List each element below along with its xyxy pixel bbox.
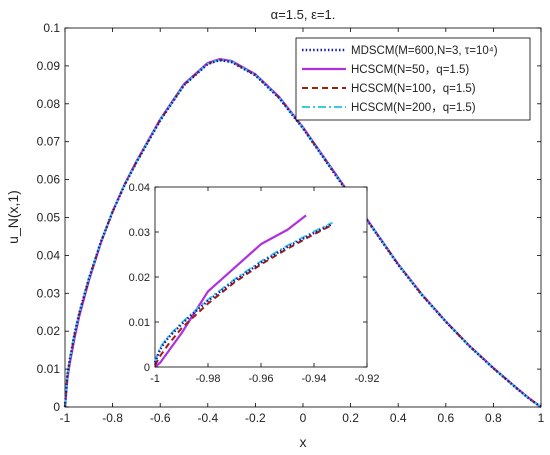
legend-label-0: MDSCM(M=600,N=3, τ=10⁴)	[351, 45, 498, 57]
inset-x-tick-label: -0.92	[354, 373, 379, 385]
x-tick-label: -0.8	[102, 411, 123, 425]
inset-x-tick-label: -1	[150, 373, 160, 385]
inset-plot-area	[154, 186, 368, 368]
inset-series-line-0	[153, 222, 334, 363]
y-tick-label: 0.03	[37, 286, 61, 300]
inset-series-line-2	[154, 223, 334, 366]
inset-y-tick-label: 0.03	[129, 227, 150, 239]
legend-label-1: HCSCM(N=50，q=1.5)	[351, 64, 469, 76]
legend: MDSCM(M=600,N=3, τ=10⁴) HCSCM(N=50，q=1.5)…	[295, 37, 531, 121]
legend-items: MDSCM(M=600,N=3, τ=10⁴) HCSCM(N=50，q=1.5)…	[302, 45, 498, 114]
y-tick-label: 0.04	[37, 248, 61, 262]
inset-chart: -1 -0.98 -0.96 -0.94 -0.92 0 0.01 0.02 0.03 0.04	[129, 182, 380, 385]
series-layer	[63, 57, 542, 408]
x-axis-label: x	[300, 434, 307, 450]
x-tick-label: -0.2	[245, 411, 266, 425]
inset-axis-ticks: -1 -0.98 -0.96 -0.94 -0.92 0 0.01 0.02 0.03 0.04	[129, 182, 380, 385]
inset-x-tick-label: -0.96	[248, 373, 273, 385]
y-tick-label: 0	[53, 400, 60, 414]
inset-x-tick-label: -0.98	[195, 373, 220, 385]
x-tick-label: -0.6	[150, 411, 171, 425]
y-tick-label: 0.01	[37, 362, 61, 376]
y-tick-label: 0.05	[37, 211, 61, 225]
x-tick-label: 0.8	[485, 411, 502, 425]
inset-y-tick-label: 0	[144, 362, 150, 374]
x-tick-label: 0.4	[390, 411, 407, 425]
y-tick-label: 0.06	[37, 173, 61, 187]
legend-label-2: HCSCM(N=100，q=1.5)	[351, 83, 476, 95]
inset-x-tick-label: -0.94	[301, 373, 326, 385]
inset-series-line-1	[154, 214, 307, 368]
x-tick-label: 0.6	[437, 411, 454, 425]
y-tick-label: 0.02	[37, 324, 61, 338]
y-tick-label: 0.1	[43, 21, 60, 35]
axis-ticks: -1 -0.8 -0.6 -0.4 -0.2 0 0.2 0.4 0.6 0.8 1 0 0.01 0.0…	[37, 21, 545, 425]
chart-title: α=1.5, ε=1.	[271, 7, 336, 22]
x-tick-label: 0	[300, 411, 307, 425]
x-tick-label: -1	[60, 411, 71, 425]
x-tick-label: -0.4	[197, 411, 218, 425]
inset-y-tick-label: 0.02	[129, 272, 150, 284]
y-tick-label: 0.08	[37, 97, 61, 111]
inset-series-line-3	[154, 221, 333, 362]
inset-series-layer	[153, 214, 334, 368]
series-line-0	[63, 59, 542, 408]
y-tick-label: 0.09	[37, 59, 61, 73]
y-axis-label: u_N(x,1)	[5, 190, 21, 244]
inset-y-tick-label: 0.01	[129, 317, 150, 329]
inset-y-tick-label: 0.04	[129, 182, 150, 194]
x-tick-label: 1	[538, 411, 545, 425]
x-tick-label: 0.2	[342, 411, 359, 425]
y-tick-label: 0.07	[37, 135, 61, 149]
legend-label-3: HCSCM(N=200，q=1.5)	[351, 102, 476, 114]
